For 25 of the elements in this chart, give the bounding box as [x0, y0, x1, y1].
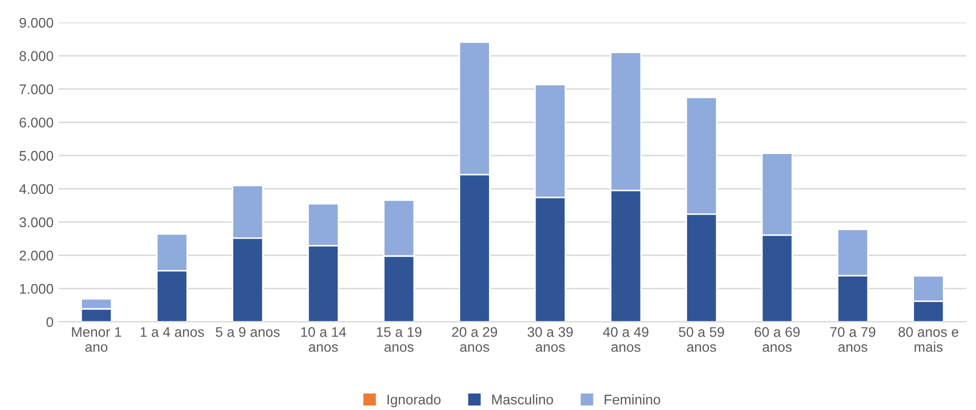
x-tick-label: Menor 1 ano [72, 327, 122, 352]
x-tick-label: 40 a 49 anos [603, 327, 648, 352]
y-tick-label: 5.000 [20, 150, 54, 161]
y-tick-label: 9.000 [20, 18, 54, 28]
x-tick-label: 5 a 9 anos [216, 327, 280, 337]
legend-label: Ignorado [388, 394, 441, 408]
x-tick-label: 1 a 4 anos [140, 327, 204, 337]
y-tick-label: 4.000 [19, 184, 54, 194]
x-tick-label: 80 anos e mais [898, 327, 958, 352]
x-tick-label: 70 a 79 anos [830, 327, 876, 352]
x-tick-label: 10 a 14 anos [301, 327, 346, 352]
y-tick-label: 2.000 [20, 250, 54, 261]
x-tick-label: 30 a 39 anos [528, 327, 573, 352]
x-tick-label: 20 a 29 anos [452, 327, 498, 352]
y-tick-label: 8.000 [20, 51, 54, 61]
y-tick-label: 1.000 [20, 284, 54, 294]
y-tick-label: 3.000 [19, 217, 54, 228]
x-tick-label: 15 a 19 anos [376, 327, 422, 352]
x-tick-label: 60 a 69 anos [754, 327, 800, 352]
y-tick-label: 6.000 [20, 118, 54, 128]
y-tick-label: 7.000 [20, 84, 54, 94]
legend-label: Feminino [604, 394, 660, 404]
legend-label: Masculino [492, 394, 554, 404]
y-tick-label: 0 [46, 317, 54, 328]
x-tick-label: 50 a 59 anos [678, 327, 724, 352]
